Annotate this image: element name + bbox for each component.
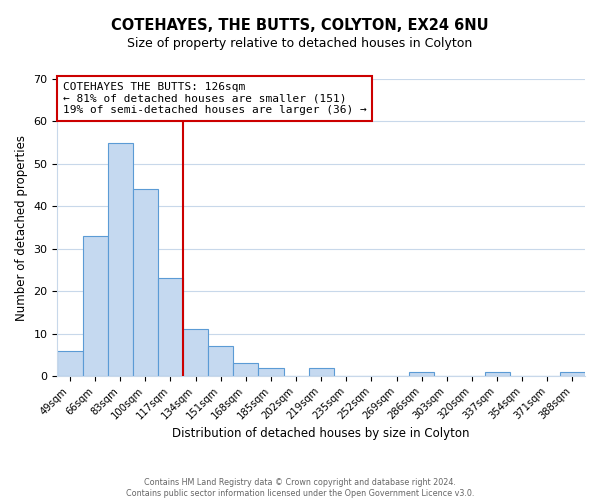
Bar — [233, 364, 259, 376]
Bar — [409, 372, 434, 376]
Text: Size of property relative to detached houses in Colyton: Size of property relative to detached ho… — [127, 38, 473, 51]
Bar — [485, 372, 509, 376]
Bar — [58, 350, 83, 376]
Bar — [133, 190, 158, 376]
X-axis label: Distribution of detached houses by size in Colyton: Distribution of detached houses by size … — [172, 427, 470, 440]
Text: Contains HM Land Registry data © Crown copyright and database right 2024.
Contai: Contains HM Land Registry data © Crown c… — [126, 478, 474, 498]
Bar — [308, 368, 334, 376]
Y-axis label: Number of detached properties: Number of detached properties — [15, 134, 28, 320]
Bar — [83, 236, 107, 376]
Text: COTEHAYES THE BUTTS: 126sqm
← 81% of detached houses are smaller (151)
19% of se: COTEHAYES THE BUTTS: 126sqm ← 81% of det… — [62, 82, 367, 115]
Bar — [208, 346, 233, 376]
Bar — [560, 372, 585, 376]
Bar — [107, 142, 133, 376]
Text: COTEHAYES, THE BUTTS, COLYTON, EX24 6NU: COTEHAYES, THE BUTTS, COLYTON, EX24 6NU — [111, 18, 489, 32]
Bar — [158, 278, 183, 376]
Bar — [259, 368, 284, 376]
Bar — [183, 330, 208, 376]
